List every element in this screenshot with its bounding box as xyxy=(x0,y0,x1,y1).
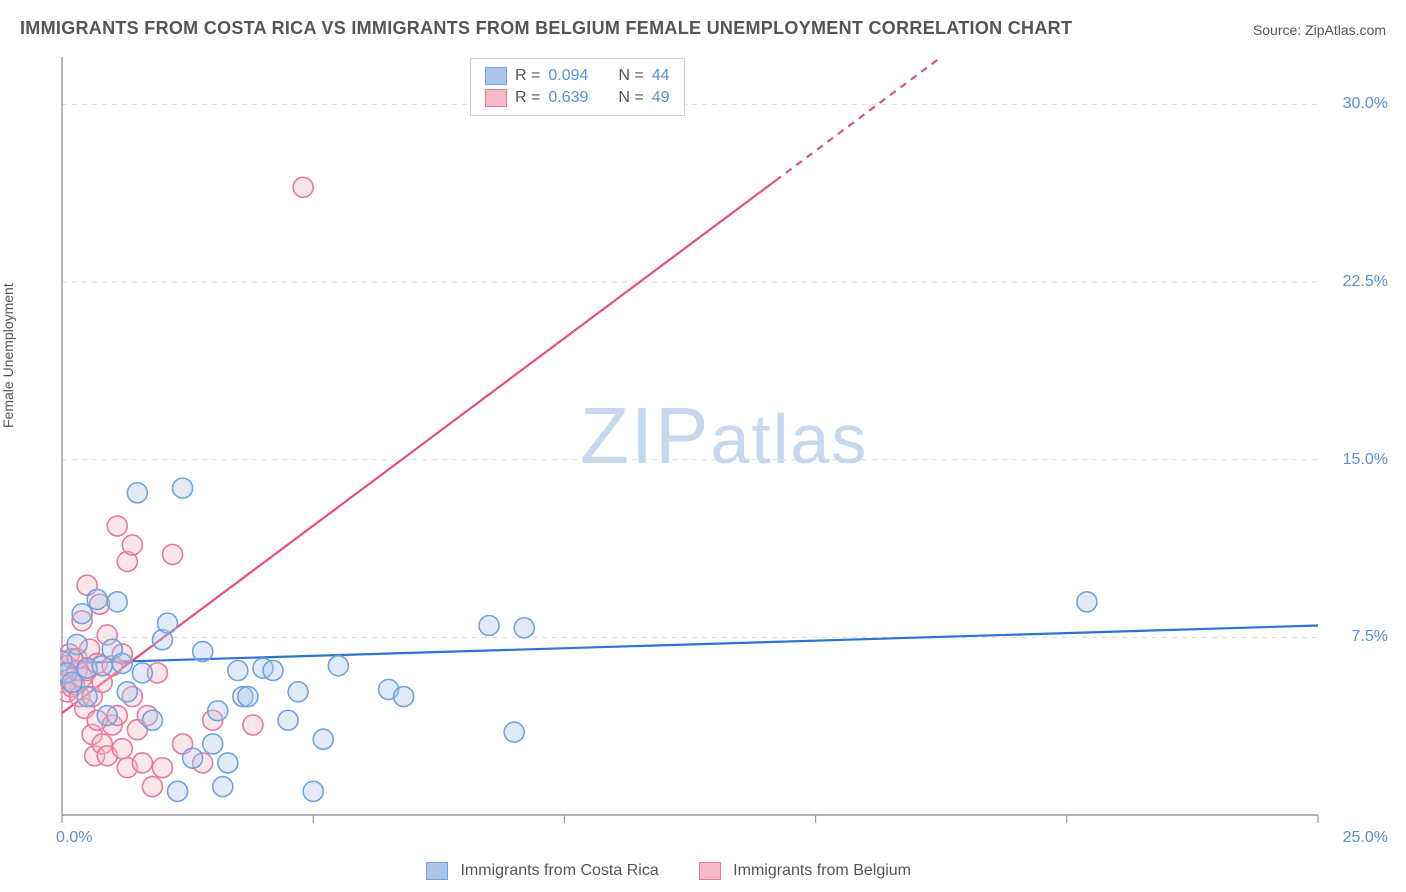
legend-stats-row-1: R = 0.639 N = 49 xyxy=(485,87,670,109)
legend-R-label: R = xyxy=(515,89,540,107)
legend-R-value-1: 0.639 xyxy=(548,89,588,107)
y-axis-label: Female Unemployment xyxy=(0,283,16,428)
legend-N-label: N = xyxy=(618,89,643,107)
legend-series-item-1: Immigrants from Belgium xyxy=(699,862,911,880)
legend-series-label-0: Immigrants from Costa Rica xyxy=(460,862,658,879)
legend-N-value-1: 49 xyxy=(652,89,670,107)
legend-swatch-1b xyxy=(699,862,721,880)
legend-swatch-0b xyxy=(426,862,448,880)
legend-series: Immigrants from Costa Rica Immigrants fr… xyxy=(426,862,911,880)
legend-R-value-0: 0.094 xyxy=(548,67,588,85)
y-tick-label: 15.0% xyxy=(1343,451,1388,469)
legend-stats: R = 0.094 N = 44 R = 0.639 N = 49 xyxy=(470,58,685,116)
chart-plot-area xyxy=(60,55,1320,840)
chart-svg xyxy=(60,55,1320,840)
legend-swatch-1 xyxy=(485,89,507,107)
legend-N-value-0: 44 xyxy=(652,67,670,85)
legend-N-label: N = xyxy=(618,67,643,85)
x-tick-label-end: 25.0% xyxy=(1343,829,1388,847)
y-tick-label: 22.5% xyxy=(1343,273,1388,291)
legend-series-item-0: Immigrants from Costa Rica xyxy=(426,862,659,880)
legend-R-label: R = xyxy=(515,67,540,85)
y-tick-label: 7.5% xyxy=(1352,628,1388,646)
chart-title: IMMIGRANTS FROM COSTA RICA VS IMMIGRANTS… xyxy=(20,18,1072,39)
x-tick-label-start: 0.0% xyxy=(56,829,92,847)
y-tick-label: 30.0% xyxy=(1343,95,1388,113)
source-label: Source: ZipAtlas.com xyxy=(1253,22,1386,38)
legend-stats-row-0: R = 0.094 N = 44 xyxy=(485,65,670,87)
legend-series-label-1: Immigrants from Belgium xyxy=(733,862,911,879)
legend-swatch-0 xyxy=(485,67,507,85)
